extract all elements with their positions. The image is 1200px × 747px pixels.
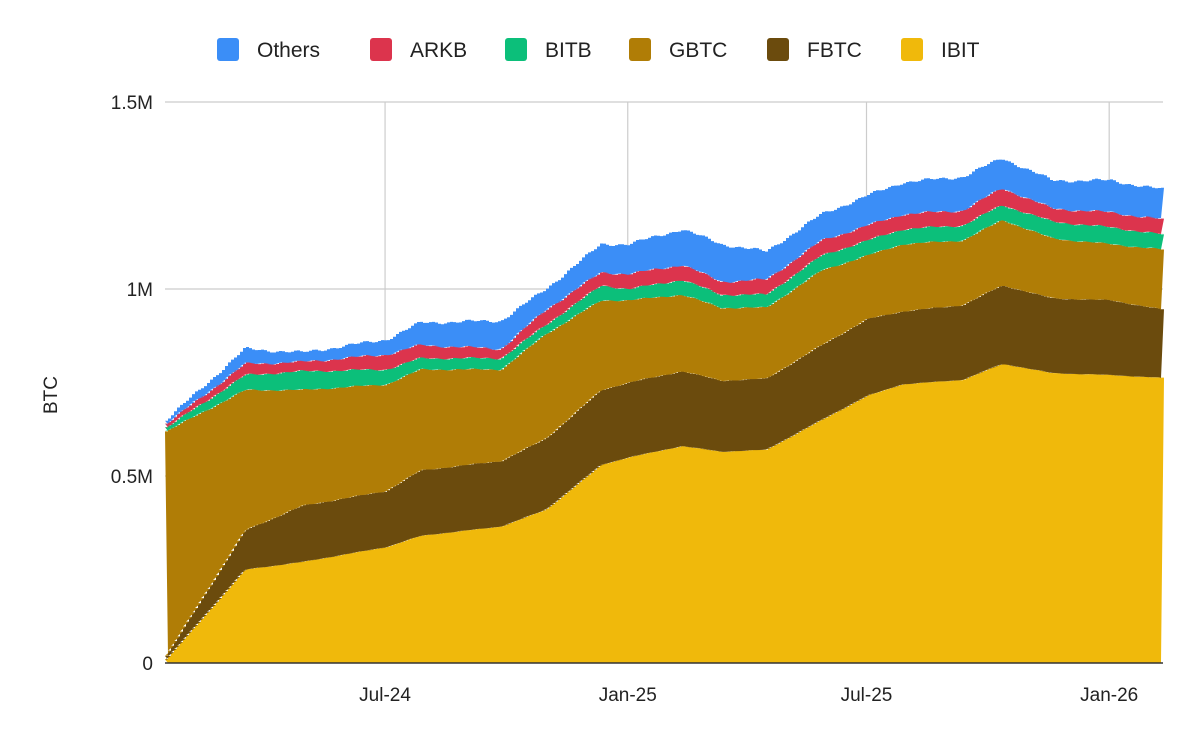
- legend-item-gbtc[interactable]: GBTC: [629, 38, 727, 62]
- legend-swatch: [767, 38, 789, 61]
- legend-item-others[interactable]: Others: [217, 38, 320, 62]
- axes: 0 0.5M 1M 1.5M Jul-24 Jan-25 Jul-25 Jan-26: [111, 93, 1163, 706]
- area-fbtc: [165, 285, 1164, 660]
- y-tick-label: 1M: [127, 280, 153, 301]
- legend-item-bitb[interactable]: BITB: [505, 38, 592, 62]
- area-arkb: [165, 188, 1164, 428]
- legend-label: BITB: [545, 39, 592, 62]
- legend-swatch: [505, 38, 527, 61]
- legend-label: GBTC: [669, 39, 727, 62]
- legend-item-arkb[interactable]: ARKB: [370, 38, 467, 62]
- legend-swatch: [370, 38, 392, 61]
- legend: Others ARKB BITB GBTC FBTC IBIT: [217, 38, 980, 62]
- y-tick-label: 0: [142, 654, 153, 675]
- y-axis-label: BTC: [41, 376, 62, 414]
- legend-label: FBTC: [807, 39, 862, 62]
- legend-item-fbtc[interactable]: FBTC: [767, 38, 862, 62]
- legend-label: IBIT: [941, 39, 980, 62]
- legend-label: ARKB: [410, 39, 467, 62]
- legend-label: Others: [257, 39, 320, 62]
- x-tick-label: Jan-25: [599, 685, 657, 706]
- area-bitb: [165, 205, 1164, 432]
- legend-swatch: [629, 38, 651, 61]
- y-tick-label: 0.5M: [111, 467, 153, 488]
- y-tick-label: 1.5M: [111, 93, 153, 114]
- x-tick-label: Jul-24: [359, 685, 411, 706]
- x-tick-label: Jul-25: [841, 685, 893, 706]
- area-others: [165, 159, 1164, 425]
- area-gbtc: [165, 219, 1164, 656]
- series-areas: [165, 159, 1164, 663]
- legend-swatch: [901, 38, 923, 61]
- legend-item-ibit[interactable]: IBIT: [901, 38, 980, 62]
- x-tick-label: Jan-26: [1080, 685, 1138, 706]
- legend-swatch: [217, 38, 239, 61]
- area-ibit: [165, 364, 1164, 663]
